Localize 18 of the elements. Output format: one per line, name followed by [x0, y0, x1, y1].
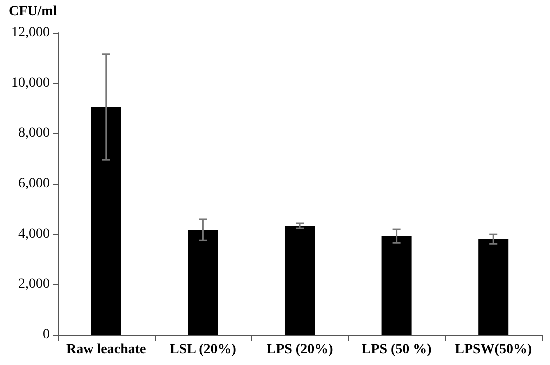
x-tick-label: LSL (20%)	[170, 342, 237, 358]
bar	[188, 230, 218, 335]
y-tick-label: 6,000	[18, 176, 50, 192]
bar	[91, 107, 122, 335]
x-tick-label: Raw leachate	[66, 342, 146, 358]
y-tick-label: 4,000	[18, 226, 50, 242]
x-tick-label: LPSW(50%)	[455, 342, 532, 358]
x-tick-label: LPS (20%)	[266, 342, 334, 358]
bar	[478, 239, 509, 335]
y-axis-title: CFU/ml	[9, 4, 58, 20]
bar	[284, 226, 316, 335]
bar	[382, 236, 412, 335]
y-tick-label: 12,000	[12, 26, 50, 40]
y-tick-label: 10,000	[12, 76, 50, 91]
y-tick-label: 8,000	[18, 126, 50, 142]
x-tick-label: LPS (50 %)	[362, 342, 432, 358]
y-tick-label: 0	[43, 328, 50, 342]
y-tick-label: 2,000	[18, 277, 50, 292]
